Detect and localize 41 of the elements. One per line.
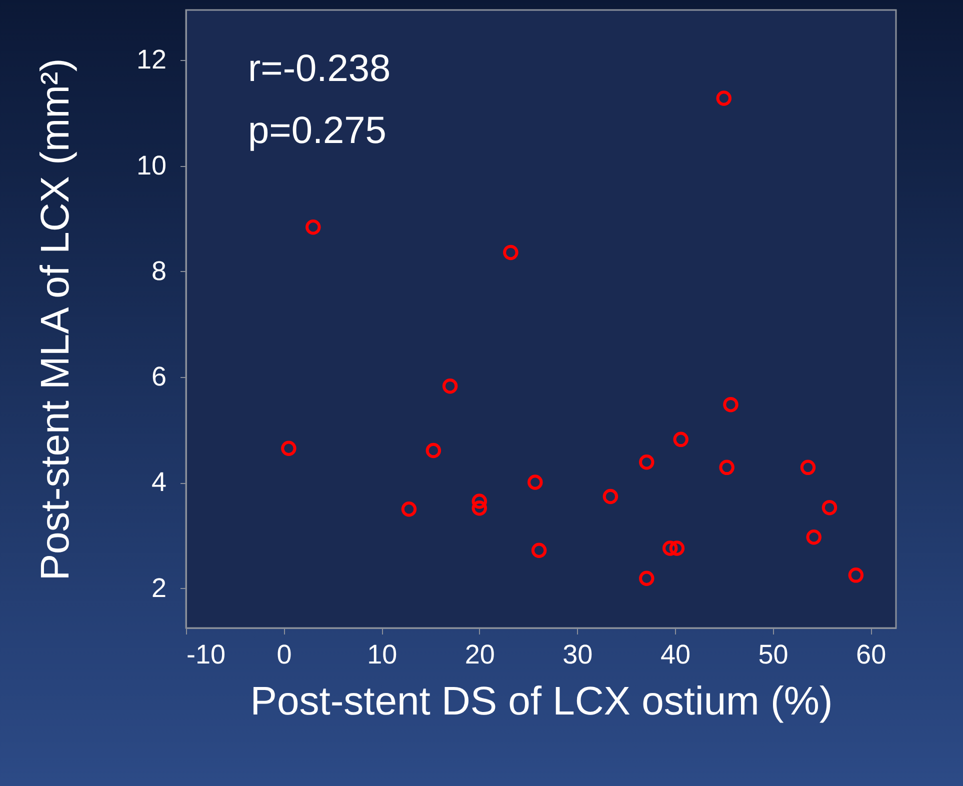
point [800, 460, 816, 476]
x-tick-label: 30 [562, 640, 593, 670]
point [442, 378, 458, 394]
y-tick-label: 4 [151, 467, 166, 498]
point [426, 442, 442, 458]
point [528, 474, 543, 490]
point [638, 570, 654, 586]
y-tick-label: 6 [151, 362, 166, 392]
x-tick-label: 60 [856, 640, 886, 670]
x-tick-label: 40 [660, 640, 691, 670]
annotation: p=0.275 [248, 110, 386, 152]
point [472, 494, 488, 509]
point [306, 219, 321, 235]
x-tick-label: 50 [758, 640, 788, 670]
point [281, 440, 296, 456]
annotation: r=-0.238 [248, 48, 391, 90]
point [822, 500, 838, 516]
point [602, 488, 618, 504]
y-tick-label: 8 [151, 256, 166, 286]
point [716, 90, 732, 106]
point [531, 542, 547, 558]
x-tick-label: -10 [186, 640, 226, 670]
y-tick-label: 12 [136, 44, 166, 75]
point [673, 432, 688, 448]
point [503, 244, 518, 260]
point [638, 454, 654, 470]
y-axis-title: Post-stent MLA of LCX (mm²) [33, 58, 78, 581]
x-tick-label: 0 [276, 640, 292, 670]
y-tick-label: 10 [136, 150, 166, 180]
x-tick-label: 10 [367, 640, 398, 670]
point [669, 540, 685, 556]
point [472, 500, 488, 516]
x-tick-label: 20 [464, 640, 495, 670]
point [401, 502, 417, 517]
x-axis-title: Post-stent DS of LCX ostium (%) [250, 680, 833, 724]
point [806, 530, 822, 545]
point [723, 396, 738, 412]
y-tick-label: 2 [151, 572, 166, 603]
point [848, 568, 864, 583]
point [719, 460, 734, 476]
point [662, 540, 678, 556]
